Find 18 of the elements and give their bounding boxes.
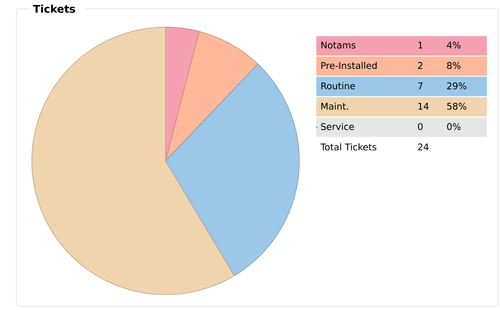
legend-label: Notams <box>321 42 356 48</box>
text: 2 <box>418 62 422 69</box>
legend-label: Routine <box>321 82 356 90</box>
legend-label: Service <box>321 122 354 130</box>
data-label: 29% <box>447 82 466 90</box>
legend-label: Maint. <box>321 102 348 110</box>
text: 7 <box>418 82 422 90</box>
text: 1 <box>418 42 422 48</box>
text: Total Tickets <box>320 143 376 150</box>
data-label: 4% <box>446 42 461 48</box>
text: 0 <box>418 123 423 130</box>
data-label: 8% <box>447 62 461 69</box>
text: 24 <box>418 143 429 150</box>
data-label: 58% <box>447 102 466 110</box>
text: 14 <box>418 102 429 110</box>
chart-title: Tickets <box>33 4 76 13</box>
legend-label: Pre-Installed <box>321 62 377 69</box>
text: 0% <box>447 123 461 130</box>
